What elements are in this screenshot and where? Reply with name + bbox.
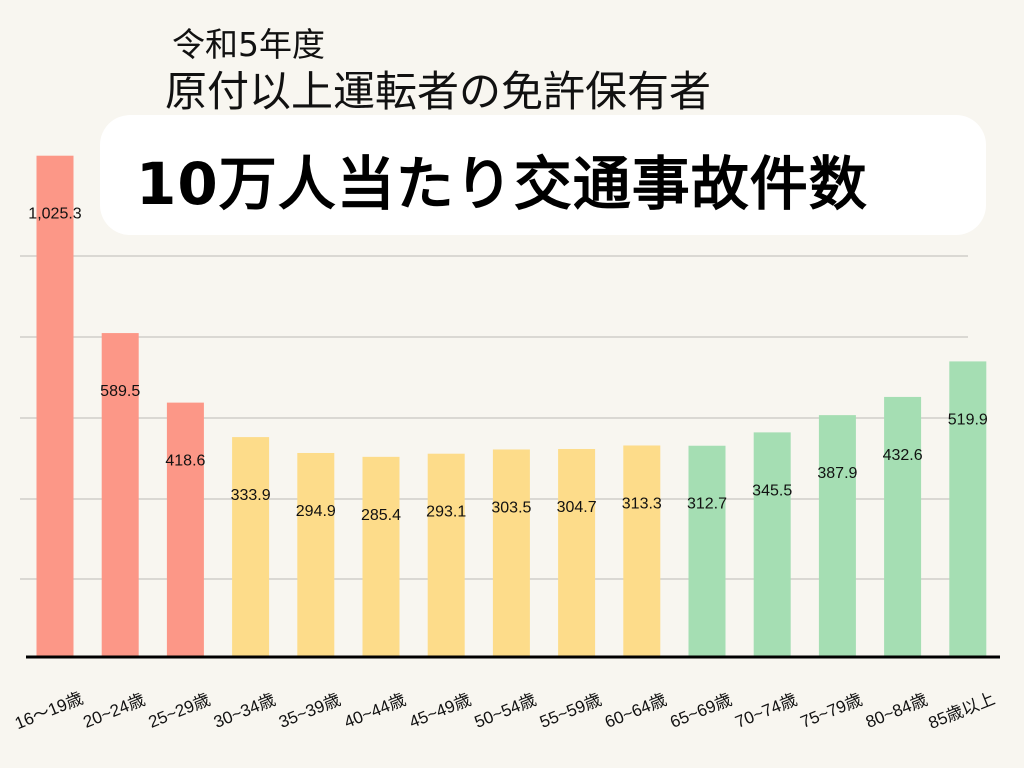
bar xyxy=(297,452,335,657)
bar xyxy=(36,155,74,658)
x-tick-label: 45~49歳 xyxy=(407,690,474,732)
x-tick-label: 65~69歳 xyxy=(667,690,734,732)
x-tick-label: 50~54歳 xyxy=(472,690,539,732)
data-label: 519.9 xyxy=(948,411,988,428)
x-tick-label: 85歳以上 xyxy=(926,689,998,733)
x-tick-label: 80~84歳 xyxy=(863,690,930,732)
bar xyxy=(688,445,726,657)
data-label: 312.7 xyxy=(687,496,727,513)
x-tick-label: 16～19歳 xyxy=(12,689,86,734)
title-box: 10万人当たり交通事故件数 xyxy=(100,115,986,235)
chart-title: 10万人当たり交通事故件数 xyxy=(136,150,868,218)
data-label: 432.6 xyxy=(883,447,923,464)
bar xyxy=(949,361,987,657)
data-label: 285.4 xyxy=(361,507,401,524)
x-tick-label: 25~29歳 xyxy=(146,690,213,732)
x-tick-label: 30~34歳 xyxy=(211,690,278,732)
bar xyxy=(492,449,530,657)
x-tick-label: 20~24歳 xyxy=(81,690,148,732)
bar xyxy=(753,432,791,657)
data-label: 589.5 xyxy=(100,383,140,400)
x-tick-label: 55~59歳 xyxy=(537,690,604,732)
bar xyxy=(427,453,465,657)
data-label: 1,025.3 xyxy=(28,206,81,223)
chart-subtitle-year: 令和5年度 xyxy=(172,25,325,64)
x-tick-label: 40~44歳 xyxy=(341,690,408,732)
data-label: 303.5 xyxy=(491,499,531,516)
data-label: 313.3 xyxy=(622,495,662,512)
data-label: 293.1 xyxy=(426,504,466,521)
data-label: 387.9 xyxy=(817,465,857,482)
bar xyxy=(166,402,204,657)
bar xyxy=(232,437,270,657)
bar xyxy=(884,396,922,657)
data-label: 304.7 xyxy=(557,499,597,516)
chart-subtitle: 原付以上運転者の免許保有者 xyxy=(165,67,712,116)
data-label: 345.5 xyxy=(752,482,792,499)
bar xyxy=(558,448,596,657)
x-tick-label: 75~79歳 xyxy=(798,690,865,732)
data-label: 294.9 xyxy=(296,503,336,520)
bar xyxy=(362,456,400,657)
bar xyxy=(818,415,856,657)
bar xyxy=(101,333,139,657)
data-label: 333.9 xyxy=(231,487,271,504)
x-tick-label: 35~39歳 xyxy=(276,690,343,732)
x-tick-label: 70~74歳 xyxy=(733,690,800,732)
bar xyxy=(623,445,661,657)
data-label: 418.6 xyxy=(165,453,205,470)
x-tick-label: 60~64歳 xyxy=(602,690,669,732)
